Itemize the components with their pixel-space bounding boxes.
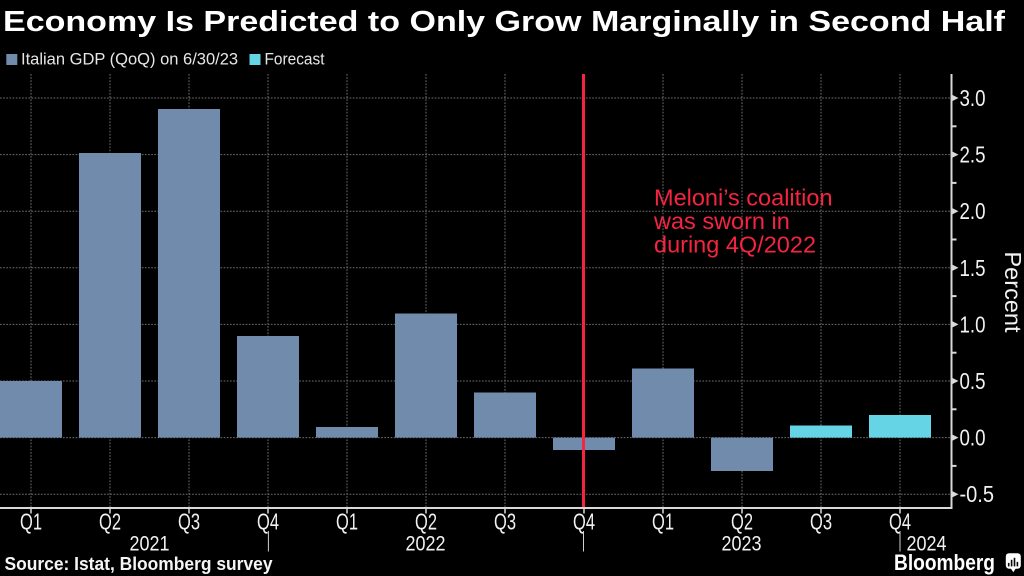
svg-text:0.5: 0.5 [960, 368, 986, 394]
svg-text:Q2: Q2 [99, 509, 121, 535]
svg-text:Meloni’s coalition: Meloni’s coalition [654, 185, 833, 211]
svg-text:Q1: Q1 [652, 509, 674, 535]
svg-text:2.5: 2.5 [960, 142, 986, 168]
svg-text:Q3: Q3 [810, 509, 832, 535]
svg-text:3.0: 3.0 [960, 85, 986, 111]
svg-text:Q4: Q4 [889, 509, 911, 535]
svg-text:1.0: 1.0 [960, 311, 986, 337]
svg-text:Q4: Q4 [573, 509, 595, 535]
svg-text:Q1: Q1 [20, 509, 42, 535]
svg-text:during 4Q/2022: during 4Q/2022 [654, 232, 816, 258]
svg-text:Forecast: Forecast [265, 51, 325, 69]
svg-text:2021: 2021 [130, 532, 170, 556]
svg-text:-0.5: -0.5 [960, 481, 995, 507]
svg-text:Q3: Q3 [178, 509, 200, 535]
svg-text:2023: 2023 [722, 532, 762, 556]
svg-text:Q2: Q2 [731, 509, 753, 535]
svg-text:Economy Is Predicted to Only G: Economy Is Predicted to Only Grow Margin… [3, 6, 1005, 38]
svg-text:2.0: 2.0 [960, 198, 986, 224]
svg-text:Percent: Percent [1000, 252, 1024, 333]
svg-text:Q1: Q1 [336, 509, 358, 535]
svg-text:Q4: Q4 [257, 509, 279, 535]
svg-text:Bloomberg: Bloomberg [894, 550, 995, 575]
svg-text:Q3: Q3 [494, 509, 516, 535]
svg-text:Q2: Q2 [415, 509, 437, 535]
svg-text:2024: 2024 [907, 532, 947, 556]
svg-text:2022: 2022 [406, 532, 446, 556]
svg-text:0.0: 0.0 [960, 425, 986, 451]
svg-text:was sworn in: was sworn in [653, 208, 790, 234]
svg-text:Source: Istat, Bloomberg surve: Source: Istat, Bloomberg survey [5, 554, 273, 574]
svg-text:Italian GDP (QoQ) on 6/30/23: Italian GDP (QoQ) on 6/30/23 [21, 51, 238, 69]
svg-text:1.5: 1.5 [960, 255, 986, 281]
